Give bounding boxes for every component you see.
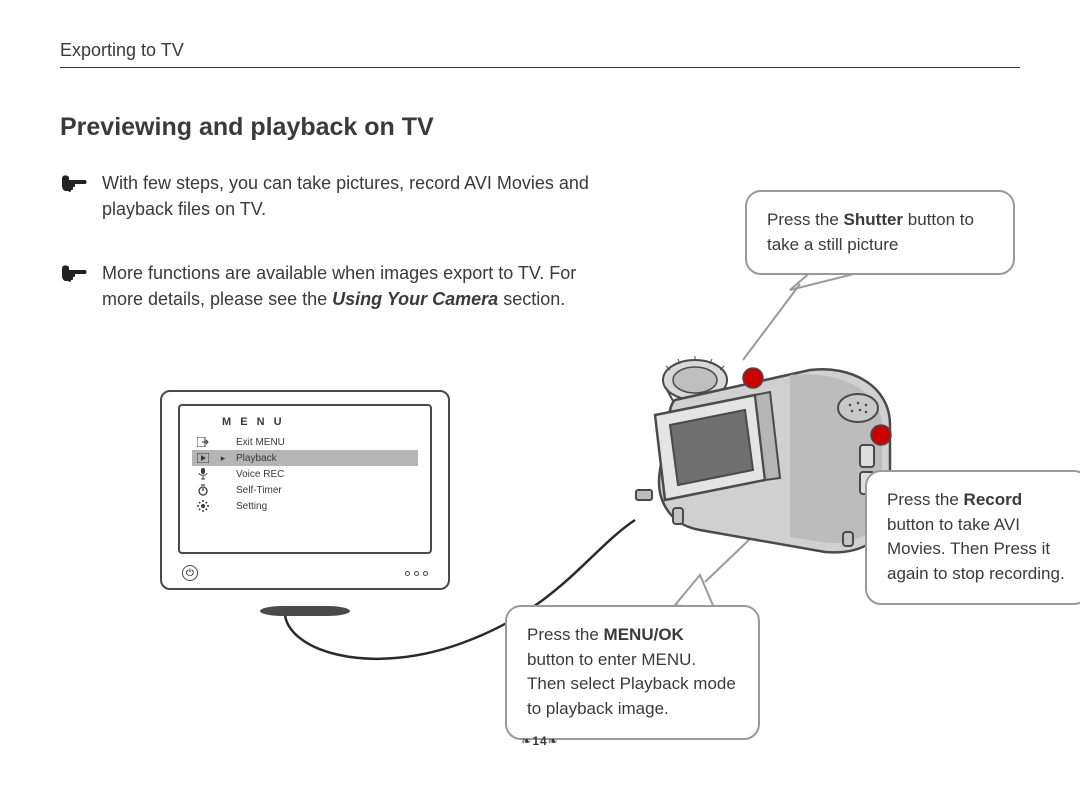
play-icon xyxy=(196,452,210,464)
hand-point-right-icon xyxy=(60,172,88,199)
hand-point-right-icon xyxy=(60,262,88,289)
tv-controls-icon xyxy=(405,571,428,576)
gear-icon xyxy=(196,500,210,512)
breadcrumb: Exporting to TV xyxy=(60,40,1020,68)
bullet-text: With few steps, you can take pictures, r… xyxy=(102,170,620,222)
bullet-item: With few steps, you can take pictures, r… xyxy=(60,170,620,222)
exit-icon xyxy=(196,436,210,448)
callout-menu-ok: Press the MENU/OK button to enter MENU. … xyxy=(505,605,760,740)
menu-item-voice-rec: Voice REC xyxy=(192,466,418,482)
page-title: Previewing and playback on TV xyxy=(60,113,1020,142)
power-icon: ⏻ xyxy=(182,565,198,581)
tv-monitor: M E N U Exit MENU ▸ Playback xyxy=(160,390,450,610)
callout-shutter: Press the Shutter button to take a still… xyxy=(745,190,1015,275)
menu-item-playback: ▸ Playback xyxy=(192,450,418,466)
timer-icon xyxy=(196,484,210,496)
page-number: ❧14❧ xyxy=(0,734,1080,748)
bullet-text: More functions are available when images… xyxy=(102,260,620,312)
menu-title: M E N U xyxy=(222,416,418,428)
bullet-item: More functions are available when images… xyxy=(60,260,620,312)
selected-arrow-icon: ▸ xyxy=(218,453,228,464)
tv-screen: M E N U Exit MENU ▸ Playback xyxy=(178,404,432,554)
menu-item-self-timer: Self-Timer xyxy=(192,482,418,498)
menu-item-exit: Exit MENU xyxy=(192,434,418,450)
callout-record: Press the Record button to take AVI Movi… xyxy=(865,470,1080,605)
menu-item-setting: Setting xyxy=(192,498,418,514)
mic-icon xyxy=(196,468,210,480)
